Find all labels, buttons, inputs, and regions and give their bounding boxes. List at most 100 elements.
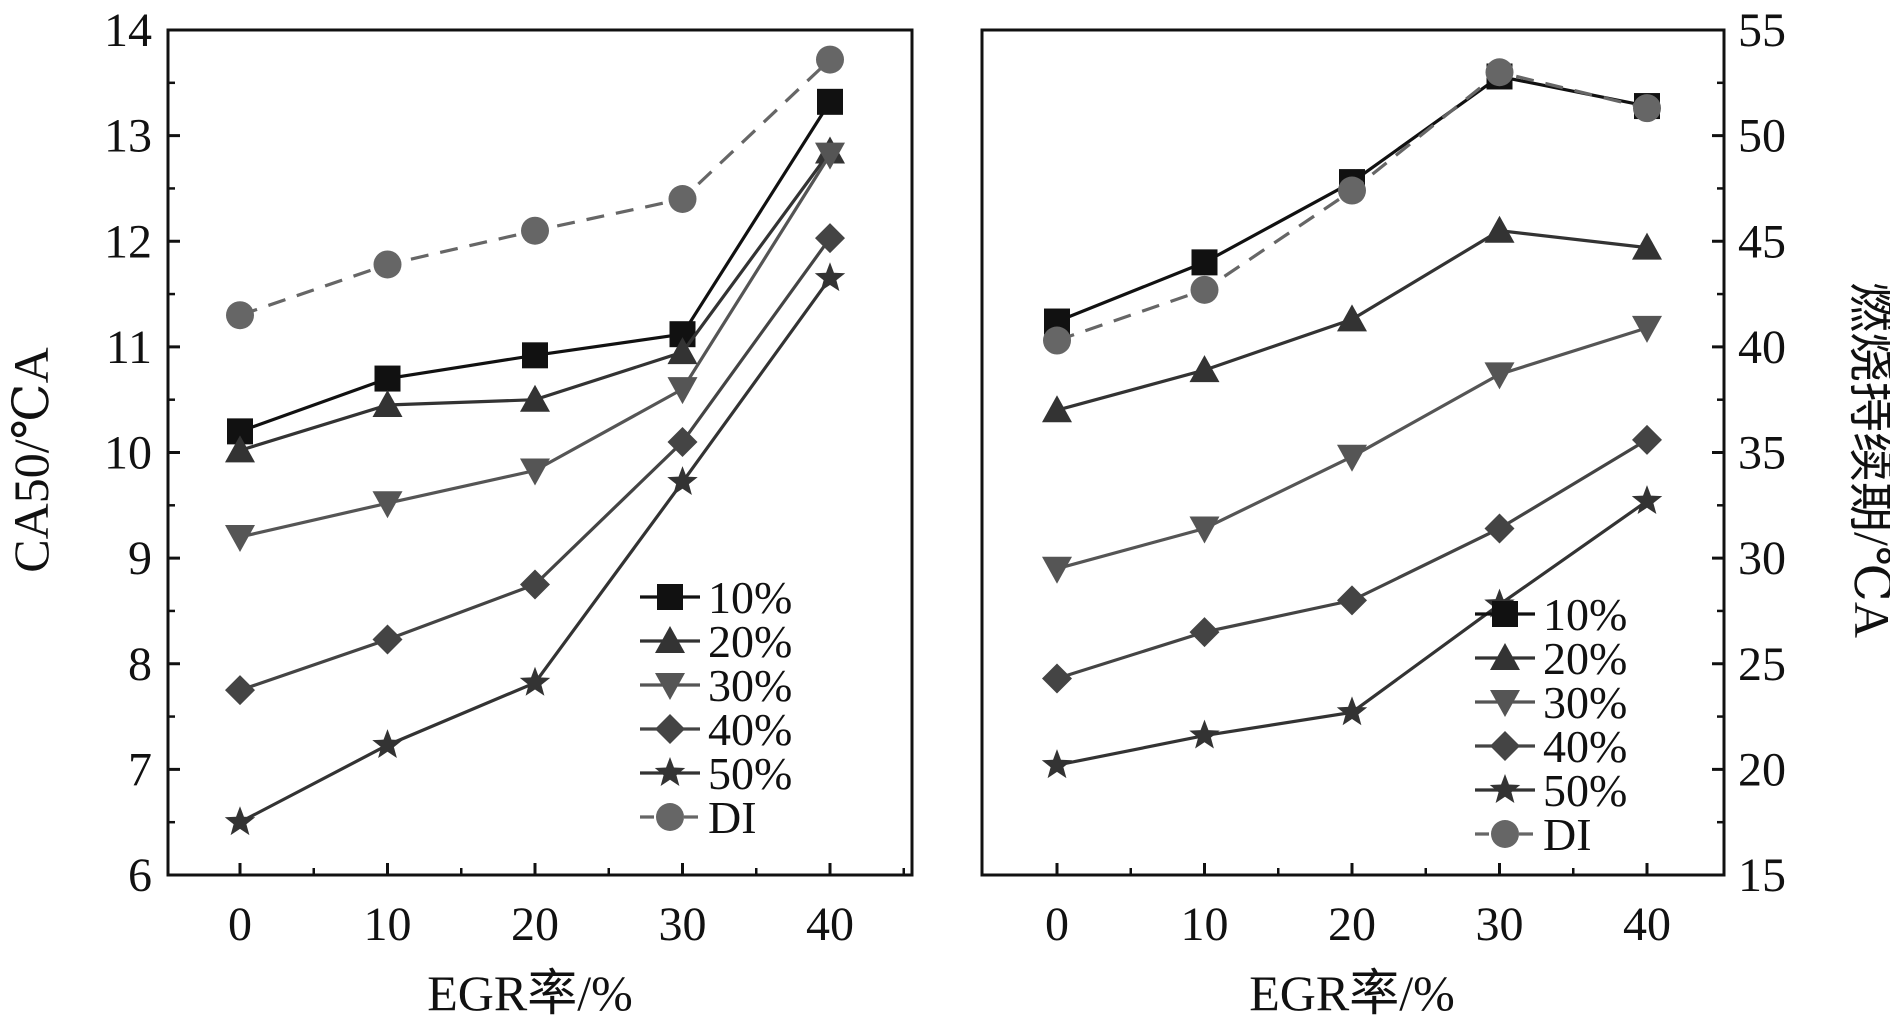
left-y-tick-label: 14 <box>104 4 152 57</box>
left-legend-marker <box>654 757 686 786</box>
right-series-40pct <box>1042 424 1662 694</box>
left-series-10pct-line <box>239 100 832 433</box>
right-series-50pct-point <box>1041 749 1073 779</box>
left-legend-marker <box>657 584 683 610</box>
left-legend-label: 30% <box>708 660 792 711</box>
right-legend-marker <box>1491 820 1519 848</box>
right-series-30pct-point <box>1632 315 1662 343</box>
right-x-tick-label: 0 <box>1045 898 1069 951</box>
right-legend: 10%20%30%40%50%DI <box>1475 589 1627 860</box>
right-series-40pct-point <box>1042 663 1072 694</box>
right-legend-marker <box>1489 774 1521 803</box>
left-legend-label: 50% <box>708 748 792 799</box>
right-legend-marker <box>1490 731 1520 761</box>
right-series-di-point <box>1633 94 1661 123</box>
left-y-axis-title: CA50/℃A <box>3 347 59 572</box>
left-series-10pct-point <box>374 365 401 392</box>
left-series-50pct-point <box>372 729 403 759</box>
left-series-30pct-point <box>667 377 698 405</box>
left-series-di <box>226 45 844 330</box>
left-series-di-line <box>239 58 832 317</box>
right-y-tick-label: 30 <box>1738 532 1786 585</box>
right-series-40pct-point <box>1484 513 1515 544</box>
left-series-10pct-point <box>522 342 548 369</box>
left-series-di-point <box>816 45 844 74</box>
left-x-tick-label: 30 <box>659 898 707 951</box>
left-legend-label: 20% <box>708 616 792 667</box>
left-series-10pct-point <box>817 88 843 115</box>
right-x-tick-label: 40 <box>1623 898 1671 951</box>
left-plot-frame <box>166 28 914 877</box>
right-y-tick-label: 50 <box>1738 110 1786 163</box>
right-legend-label: DI <box>1543 809 1592 860</box>
right-legend-marker <box>1492 601 1518 627</box>
right-series-50pct-point <box>1631 485 1663 515</box>
right-legend-marker <box>1490 690 1520 717</box>
right-series-di <box>1043 58 1661 355</box>
right-series-di-line <box>1056 70 1648 343</box>
right-series-di-point <box>1338 176 1366 205</box>
right-y-tick-label: 45 <box>1738 215 1786 268</box>
left-series-30pct <box>225 142 845 552</box>
left-series-30pct-point <box>372 491 403 519</box>
right-y-tick-label: 35 <box>1738 427 1786 480</box>
right-y-tick-label: 40 <box>1738 321 1786 374</box>
left-series-di-point <box>521 216 549 245</box>
left-series-30pct-point <box>225 525 255 552</box>
left-series-20pct-point <box>372 389 403 417</box>
right-x-axis-title: EGR率/% <box>1249 965 1455 1021</box>
right-y-axis-title: 燃烧持续期/℃A <box>1844 282 1890 638</box>
left-y-tick-label: 6 <box>128 849 152 902</box>
right-y-tick-label: 55 <box>1738 4 1786 57</box>
right-series-di-point <box>1485 58 1514 87</box>
left-series-di-point <box>668 185 697 213</box>
left-series-30pct-point <box>815 142 845 170</box>
left-x-tick-label: 10 <box>364 898 412 951</box>
left-y-tick-label: 11 <box>106 321 152 374</box>
left-series-50pct-point <box>814 262 846 292</box>
left-legend-marker <box>656 803 684 831</box>
left-series-50pct-point <box>519 666 551 696</box>
right-series-20pct-point <box>1337 304 1367 332</box>
right-y-tick-label: 25 <box>1738 638 1786 691</box>
right-series-30pct-point <box>1484 362 1515 390</box>
left-legend-label: DI <box>708 792 757 843</box>
right-y-tick-label: 15 <box>1738 849 1786 902</box>
right-series-40pct-point <box>1189 617 1220 648</box>
right-series-30pct-point <box>1042 556 1072 584</box>
left-series-50pct-point <box>667 466 698 496</box>
left-series-20pct-point <box>225 435 255 463</box>
right-x-tick-label: 30 <box>1476 898 1524 951</box>
left-legend-marker <box>655 673 685 700</box>
right-series-40pct-point <box>1337 585 1367 616</box>
right-series-50pct-point <box>1189 719 1220 749</box>
right-series-10pct-point <box>1191 249 1218 276</box>
right-panel: 15 20 25 30 35 40 45 50 55 0 10 20 30 40 10%20%30%40%5… <box>980 4 1786 951</box>
left-legend-marker <box>655 714 685 744</box>
left-series-20pct <box>225 136 845 463</box>
right-legend-label: 20% <box>1543 633 1627 684</box>
right-series-di-point <box>1043 326 1071 355</box>
left-y-tick-label: 12 <box>104 215 152 268</box>
left-series-40pct-point <box>225 675 255 706</box>
right-series-30pct-point <box>1337 444 1367 472</box>
right-legend-marker <box>1490 643 1520 670</box>
left-series-40pct <box>225 223 845 706</box>
left-series-40pct-point <box>815 223 845 254</box>
left-legend-label: 10% <box>708 572 792 623</box>
left-x-axis-title: EGR率/% <box>427 965 633 1021</box>
left-series-30pct-point <box>520 458 550 486</box>
left-legend-marker <box>655 626 685 653</box>
left-x-tick-label: 20 <box>511 898 559 951</box>
right-x-tick-label: 10 <box>1181 898 1229 951</box>
right-series-30pct <box>1042 315 1662 584</box>
left-y-tick-label: 8 <box>128 638 152 691</box>
right-series-di-point <box>1190 275 1219 304</box>
right-series-20pct-point <box>1632 232 1662 260</box>
left-y-tick-label: 9 <box>128 532 152 585</box>
left-legend: 10%20%30%40%50%DI <box>640 572 792 843</box>
right-series-30pct-point <box>1189 516 1220 544</box>
right-y-tick-label: 20 <box>1738 743 1786 796</box>
